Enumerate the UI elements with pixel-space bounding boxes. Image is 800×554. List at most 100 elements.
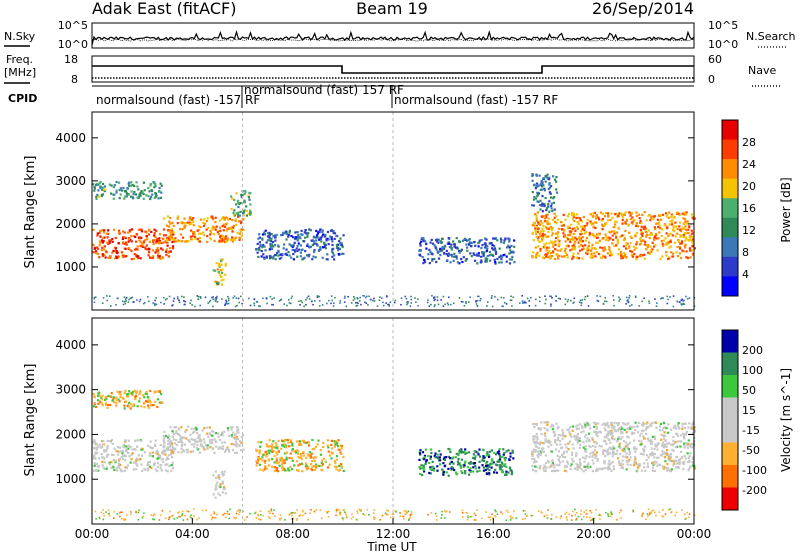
echo-pixel: [105, 449, 108, 452]
echo-pixel: [622, 239, 625, 242]
echo-pixel: [202, 221, 205, 224]
echo-pixel: [611, 216, 614, 219]
echo-pixel: [340, 465, 343, 468]
noise-pixel: [444, 510, 446, 512]
echo-pixel: [231, 197, 234, 200]
echo-pixel: [261, 246, 264, 249]
echo-pixel: [98, 400, 102, 403]
noise-pixel: [249, 304, 252, 307]
echo-pixel: [661, 443, 664, 446]
noise-pixel: [290, 302, 292, 305]
echo-pixel: [610, 230, 614, 233]
noise-pixel: [593, 517, 596, 520]
echo-pixel: [198, 240, 201, 243]
noise-pixel: [113, 511, 116, 513]
echo-pixel: [166, 244, 169, 247]
echo-pixel: [98, 231, 101, 235]
echo-pixel: [540, 204, 543, 207]
echo-pixel: [131, 405, 134, 408]
echo-pixel: [103, 245, 106, 248]
noise-pixel: [351, 513, 353, 515]
echo-pixel: [502, 254, 505, 257]
echo-pixel: [153, 196, 156, 199]
noise-pixel: [130, 297, 133, 299]
echo-pixel: [454, 456, 457, 459]
echo-pixel: [182, 436, 185, 439]
echo-pixel: [121, 255, 125, 259]
echo-pixel: [319, 449, 322, 452]
echo-pixel: [596, 467, 599, 470]
echo-pixel: [562, 213, 565, 216]
echo-pixel: [452, 462, 455, 465]
echo-pixel: [685, 431, 688, 434]
echo-pixel: [596, 435, 599, 438]
colorbar-swatch: [722, 256, 738, 277]
echo-pixel: [157, 454, 160, 457]
echo-pixel: [123, 404, 126, 407]
echo-pixel: [439, 249, 442, 253]
echo-pixel: [102, 231, 106, 234]
echo-pixel: [150, 404, 153, 407]
echo-pixel: [651, 422, 654, 425]
noise-pixel: [627, 301, 630, 304]
echo-pixel: [566, 460, 569, 463]
echo-pixel: [166, 241, 169, 244]
colorbar-swatch: [722, 442, 738, 466]
echo-pixel: [323, 242, 326, 245]
echo-pixel: [562, 433, 565, 436]
echo-pixel: [432, 466, 435, 469]
echo-pixel: [634, 455, 637, 458]
echo-pixel: [94, 457, 97, 460]
echo-pixel: [94, 451, 97, 454]
echo-pixel: [103, 467, 106, 471]
noise-pixel: [388, 305, 391, 307]
echo-pixel: [481, 252, 484, 255]
echo-pixel: [536, 450, 539, 453]
noise-pixel: [446, 302, 449, 304]
echo-pixel: [422, 262, 425, 265]
echo-pixel: [431, 259, 434, 262]
echo-pixel: [502, 448, 505, 451]
noise-pixel: [681, 303, 684, 306]
echo-pixel: [281, 461, 284, 464]
echo-pixel: [624, 441, 627, 444]
echo-pixel: [667, 257, 670, 260]
echo-pixel: [142, 240, 145, 243]
echo-pixel: [303, 240, 306, 243]
echo-pixel: [687, 456, 690, 459]
echo-pixel: [508, 262, 512, 265]
echo-pixel: [658, 224, 661, 227]
echo-pixel: [634, 224, 638, 227]
echo-pixel: [624, 229, 627, 232]
echo-pixel: [96, 247, 100, 250]
echo-pixel: [548, 210, 551, 213]
echo-pixel: [235, 437, 238, 440]
echo-pixel: [623, 449, 627, 453]
date-title: 26/Sep/2014: [592, 0, 694, 18]
noise-pixel: [582, 516, 585, 518]
echo-pixel: [556, 427, 559, 430]
echo-pixel: [554, 439, 557, 442]
noise-pixel: [427, 299, 429, 301]
echo-pixel: [576, 227, 579, 230]
noise-pixel: [408, 519, 410, 521]
noise-pixel: [611, 513, 613, 515]
echo-pixel: [264, 459, 267, 462]
echo-pixel: [418, 253, 421, 257]
nsky-tick-bottom: 10^0: [58, 38, 88, 51]
echo-pixel: [661, 450, 664, 453]
echo-pixel: [509, 455, 512, 458]
echo-pixel: [242, 214, 245, 217]
echo-pixel: [590, 246, 593, 249]
echo-pixel: [533, 195, 536, 199]
noise-pixel: [302, 510, 304, 513]
echo-pixel: [262, 469, 265, 472]
echo-pixel: [163, 441, 166, 444]
echo-pixel: [676, 255, 679, 258]
noise-pixel: [288, 302, 291, 304]
echo-pixel: [654, 232, 657, 236]
echo-pixel: [315, 239, 318, 242]
echo-pixel: [668, 454, 671, 457]
noise-pixel: [495, 510, 497, 513]
